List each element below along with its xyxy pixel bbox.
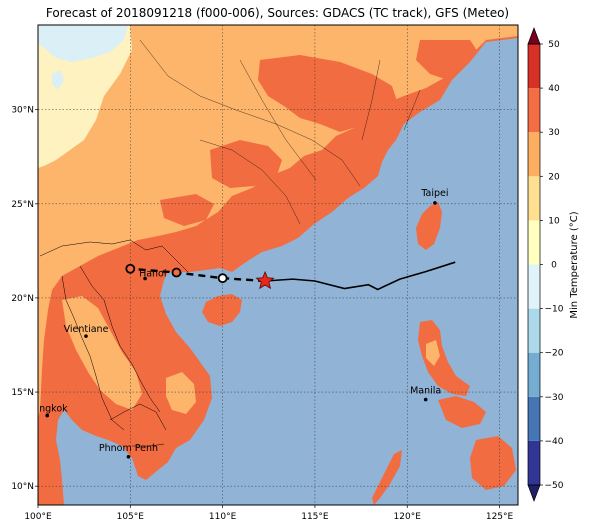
colorbar-tick-label: 10 [548,216,560,226]
colorbar-segment [528,132,540,177]
city-markers: Taipei Hanoi Vientiane Bangkok Phnom Penh Man… [27,188,449,459]
map-frame [37,24,519,506]
tc-current-position-star [255,270,275,290]
colorbar-label: Min Temperature (°C) [569,211,580,318]
colorbar-tick-label: 0 [551,261,557,271]
colorbar-tick-label: 50 [548,40,560,50]
colorbar-segment [528,176,540,221]
land-mild-region [166,372,196,414]
tc-forecast-point [171,267,182,278]
city-label: Manila [410,386,441,397]
land-warm-patch [160,194,214,226]
land-warm-patch [258,55,398,132]
province-borders [139,39,421,225]
colorbar-min-extension [527,484,541,502]
colorbar-segment [528,88,540,133]
city-label: Vientiane [64,324,109,335]
land-warm-patch [210,140,282,188]
hainan-island [202,294,242,326]
lon-tick-label: 120°E [394,512,422,522]
lat-tick-label: 10°N [11,482,34,492]
city-marker [423,397,428,402]
tc-forecast-point [125,263,136,274]
taiwan-island [416,202,442,250]
tc-forecast-points [125,263,228,284]
city-marker [433,201,437,205]
axis-ticks: 100°E 105°E 110°E 115°E 120°E 125°E 10°N 15°N 20… [11,106,513,522]
city-label: Taipei [420,188,448,199]
country-borders [39,239,189,447]
luzon-mild-spot [426,340,440,366]
luzon-island [418,320,470,396]
tc-forecast-point [217,273,228,284]
city-marker [84,334,88,338]
city-label: Bangkok [27,404,68,415]
colorbar-tick-label: −30 [545,393,564,403]
lat-tick-label: 20°N [11,294,34,304]
land-warm-patch [330,144,380,176]
land-cold-spot [52,70,64,90]
tc-forecast-track [130,267,266,283]
colorbar-tick-label: 40 [548,84,560,94]
lon-tick-label: 125°E [486,512,514,522]
land-mild-region [38,25,518,420]
gridlines [38,25,518,505]
lon-tick-label: 115°E [301,512,329,522]
city-marker [126,455,131,459]
visayas-islands [438,396,486,428]
colorbar-tick-label: −10 [545,305,564,315]
city-marker [45,413,50,418]
colorbar-segment [528,440,540,485]
colorbar-tick-label: 20 [548,172,560,182]
colorbar-tick-label: −20 [545,349,564,359]
tc-past-track [265,261,456,291]
colorbar-tick-label: 30 [548,128,560,138]
colorbar-tick-label: −40 [545,437,564,447]
colorbar-tick-label: −50 [545,481,564,491]
colorbar-max-extension [527,27,541,45]
lat-tick-label: 15°N [11,388,34,398]
city-label: Hanoi [139,269,166,280]
colorbar: −50 −40 −30 −20 −10 0 10 20 30 40 50 Min Temperatu… [527,27,580,502]
mindanao-island [470,436,516,490]
colorbar-segment [528,44,540,89]
lat-tick-label: 30°N [11,106,34,116]
colorbar-segment [528,352,540,397]
colorbar-segment [528,264,540,309]
colorbar-segment [528,220,540,265]
lon-tick-label: 110°E [209,512,237,522]
land-cold-region [38,25,128,62]
colorbar-segment [528,308,540,353]
colorbar-segment [528,396,540,441]
lon-tick-label: 100°E [24,512,52,522]
palawan-island [372,450,402,505]
lon-tick-label: 105°E [117,512,145,522]
land-warm-patch [416,40,478,80]
land-cool-region [38,25,132,168]
city-marker [143,276,147,281]
land-mild-region [62,296,142,410]
lat-tick-label: 25°N [11,200,34,210]
map-title: Forecast of 2018091218 (f000-006), Sourc… [45,6,510,20]
city-label: Phnom Penh [99,443,158,454]
